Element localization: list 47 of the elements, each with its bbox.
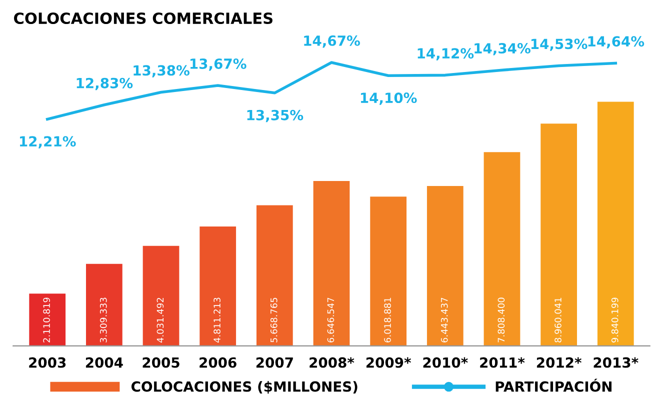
- x-tick-label: 2004: [86, 357, 123, 368]
- bar: [256, 205, 293, 346]
- bar: [313, 181, 350, 346]
- bar: [426, 186, 464, 346]
- bar: [86, 264, 122, 346]
- data-label: 13,67%: [190, 58, 246, 71]
- x-tick-label: 2012*: [536, 357, 582, 368]
- x-tick-label: 2005: [142, 357, 180, 368]
- x-tick-label: 2008*: [310, 357, 354, 368]
- data-label: 4.811.213: [214, 298, 220, 343]
- legend-label: COLOCACIONES ($MILLONES): [131, 381, 358, 394]
- data-label: 6.018.881: [384, 298, 391, 342]
- x-tick-label: 2010*: [423, 357, 468, 368]
- data-label: 3.309.333: [100, 298, 107, 342]
- x-tick-label: 2009*: [366, 357, 412, 368]
- bar: [29, 294, 66, 346]
- bar: [200, 226, 236, 346]
- bar: [484, 152, 520, 346]
- x-tick-label: 2011*: [480, 357, 525, 368]
- data-label: 14,67%: [304, 35, 360, 48]
- x-tick-label: 2007: [256, 357, 293, 368]
- data-label: 14,64%: [588, 36, 644, 48]
- data-label: 7.808.400: [498, 298, 505, 342]
- x-tick-label: 2003: [29, 357, 66, 368]
- data-label: 14,34%: [474, 43, 530, 56]
- bar: [597, 102, 634, 346]
- data-label: 13,38%: [134, 65, 190, 78]
- data-label: 8.960.041: [554, 298, 562, 342]
- data-label: 14,53%: [531, 38, 588, 51]
- data-label: 9.840.199: [611, 298, 618, 342]
- data-label: 12,83%: [76, 78, 133, 90]
- data-label: 6.646.547: [327, 298, 334, 342]
- x-tick-label: 2013*: [594, 357, 638, 368]
- data-label: 6.443.437: [440, 298, 448, 342]
- data-label: 2.110.819: [43, 298, 50, 342]
- data-label: 13,35%: [247, 110, 304, 122]
- data-label: 12,21%: [20, 136, 76, 148]
- data-label: 5.668.765: [270, 298, 278, 342]
- data-label: 4.031.492: [156, 298, 164, 343]
- bar: [370, 196, 407, 346]
- x-tick-label: 2006: [200, 357, 236, 368]
- legend-label: PARTICIPACIÓN: [496, 378, 612, 392]
- bar: [540, 124, 577, 346]
- bar: [142, 246, 180, 346]
- data-label: 14,10%: [360, 92, 417, 105]
- data-label: 14,12%: [418, 48, 474, 60]
- chart-title: COLOCACIONES COMERCIALES: [14, 12, 272, 24]
